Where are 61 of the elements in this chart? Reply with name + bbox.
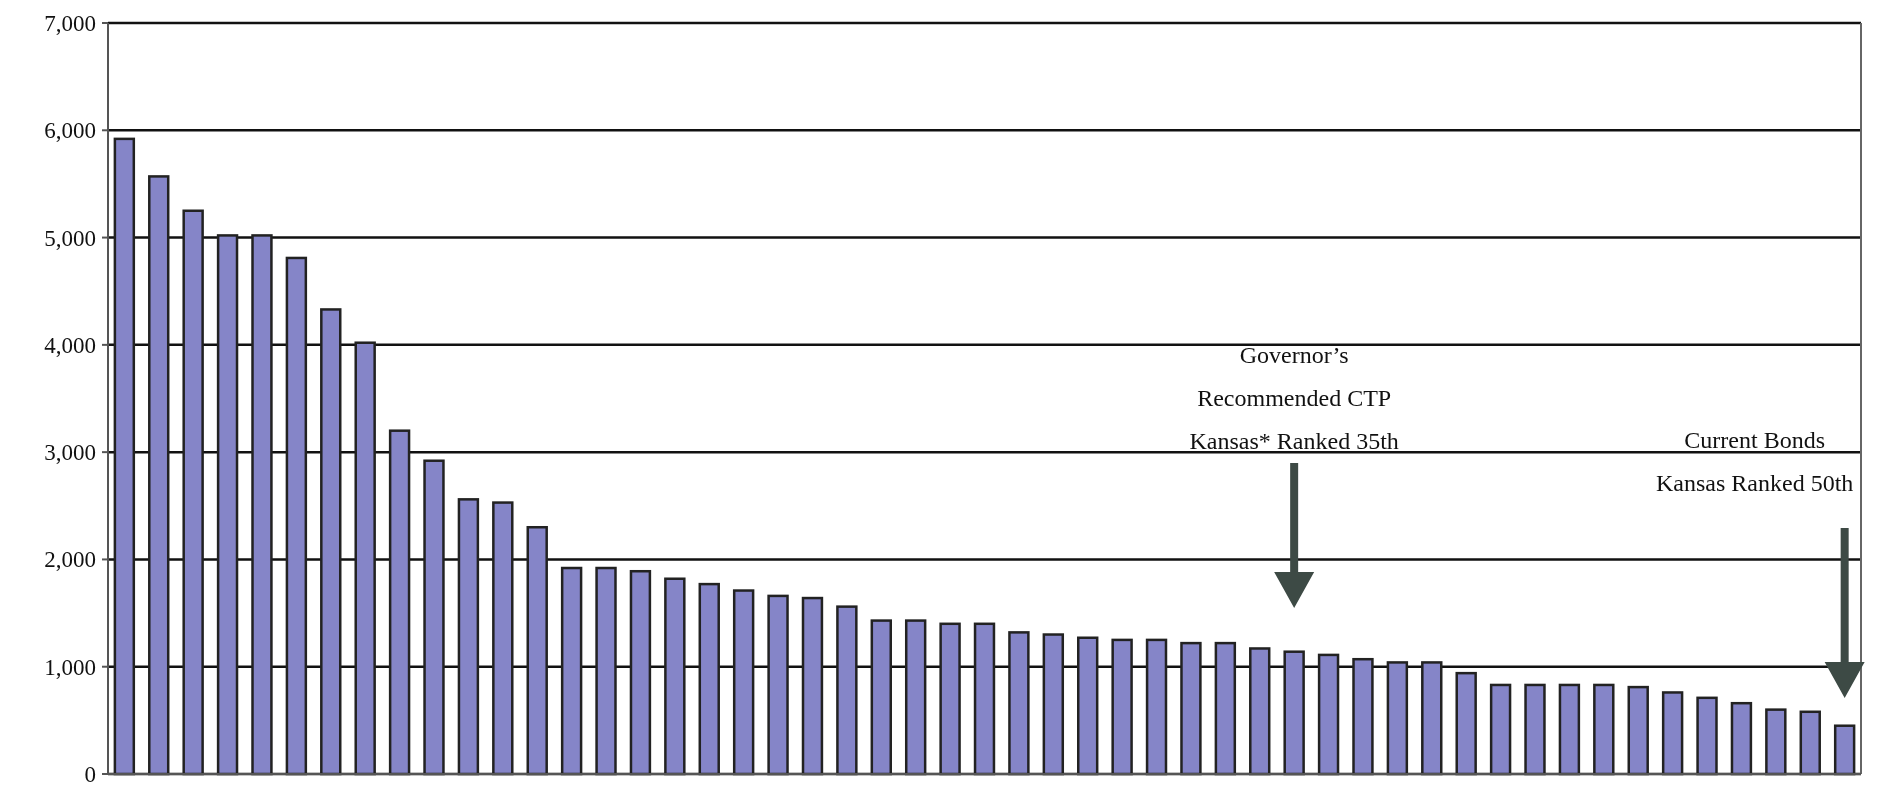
bar xyxy=(1489,683,1512,776)
bar xyxy=(629,569,652,776)
bar xyxy=(388,429,411,776)
y-tick-label: 2,000 xyxy=(44,547,96,573)
bar xyxy=(1283,650,1305,776)
annotation: Governor’s Recommended CTP Kansas* Ranked 35th xyxy=(1189,342,1399,454)
bar xyxy=(285,256,308,776)
bar xyxy=(836,605,858,776)
bar xyxy=(904,619,927,776)
bar xyxy=(1042,633,1065,776)
bar xyxy=(1558,683,1581,776)
y-tick-label: 1,000 xyxy=(44,654,96,680)
bar xyxy=(1214,641,1237,776)
bar xyxy=(1111,638,1133,776)
annotation: Current Bonds Kansas Ranked 50th xyxy=(1656,427,1854,496)
y-tick-label: 6,000 xyxy=(44,118,96,144)
bar xyxy=(732,589,755,776)
bar xyxy=(1730,701,1753,776)
bar xyxy=(870,619,892,776)
bar xyxy=(664,577,686,776)
bar xyxy=(1524,683,1546,776)
bar xyxy=(423,459,445,776)
bar xyxy=(526,525,548,776)
bar xyxy=(1833,724,1856,776)
y-tick-label: 3,000 xyxy=(44,440,96,466)
bar xyxy=(1627,685,1649,776)
bar xyxy=(1386,661,1409,776)
bar xyxy=(1077,636,1099,776)
bar xyxy=(939,622,961,776)
bar xyxy=(354,341,376,776)
bar xyxy=(767,594,789,776)
y-tick-label: 0 xyxy=(84,762,96,785)
bar xyxy=(1661,691,1684,776)
bar xyxy=(148,175,170,776)
bar xyxy=(1799,710,1821,776)
bar xyxy=(1249,647,1271,776)
y-tick-label: 5,000 xyxy=(44,225,96,251)
bar xyxy=(973,622,996,776)
bar xyxy=(1008,631,1030,776)
bar xyxy=(801,596,824,776)
y-tick-label: 4,000 xyxy=(44,332,96,358)
bar xyxy=(182,209,204,776)
bar xyxy=(1180,641,1202,776)
bar xyxy=(1455,671,1477,776)
y-tick-label: 7,000 xyxy=(44,11,96,37)
bar xyxy=(457,498,480,776)
bar xyxy=(113,137,136,776)
bar xyxy=(698,582,720,776)
bar xyxy=(1696,696,1718,776)
bar xyxy=(1317,653,1340,776)
bar xyxy=(216,234,239,776)
bar xyxy=(492,501,514,776)
bar xyxy=(251,234,273,776)
bar xyxy=(1593,683,1615,776)
bar xyxy=(1352,657,1374,776)
bar xyxy=(320,308,342,776)
bar xyxy=(1145,638,1168,776)
bar xyxy=(595,566,617,776)
bar xyxy=(1421,661,1443,776)
bar xyxy=(1765,708,1787,776)
bar xyxy=(560,566,583,776)
